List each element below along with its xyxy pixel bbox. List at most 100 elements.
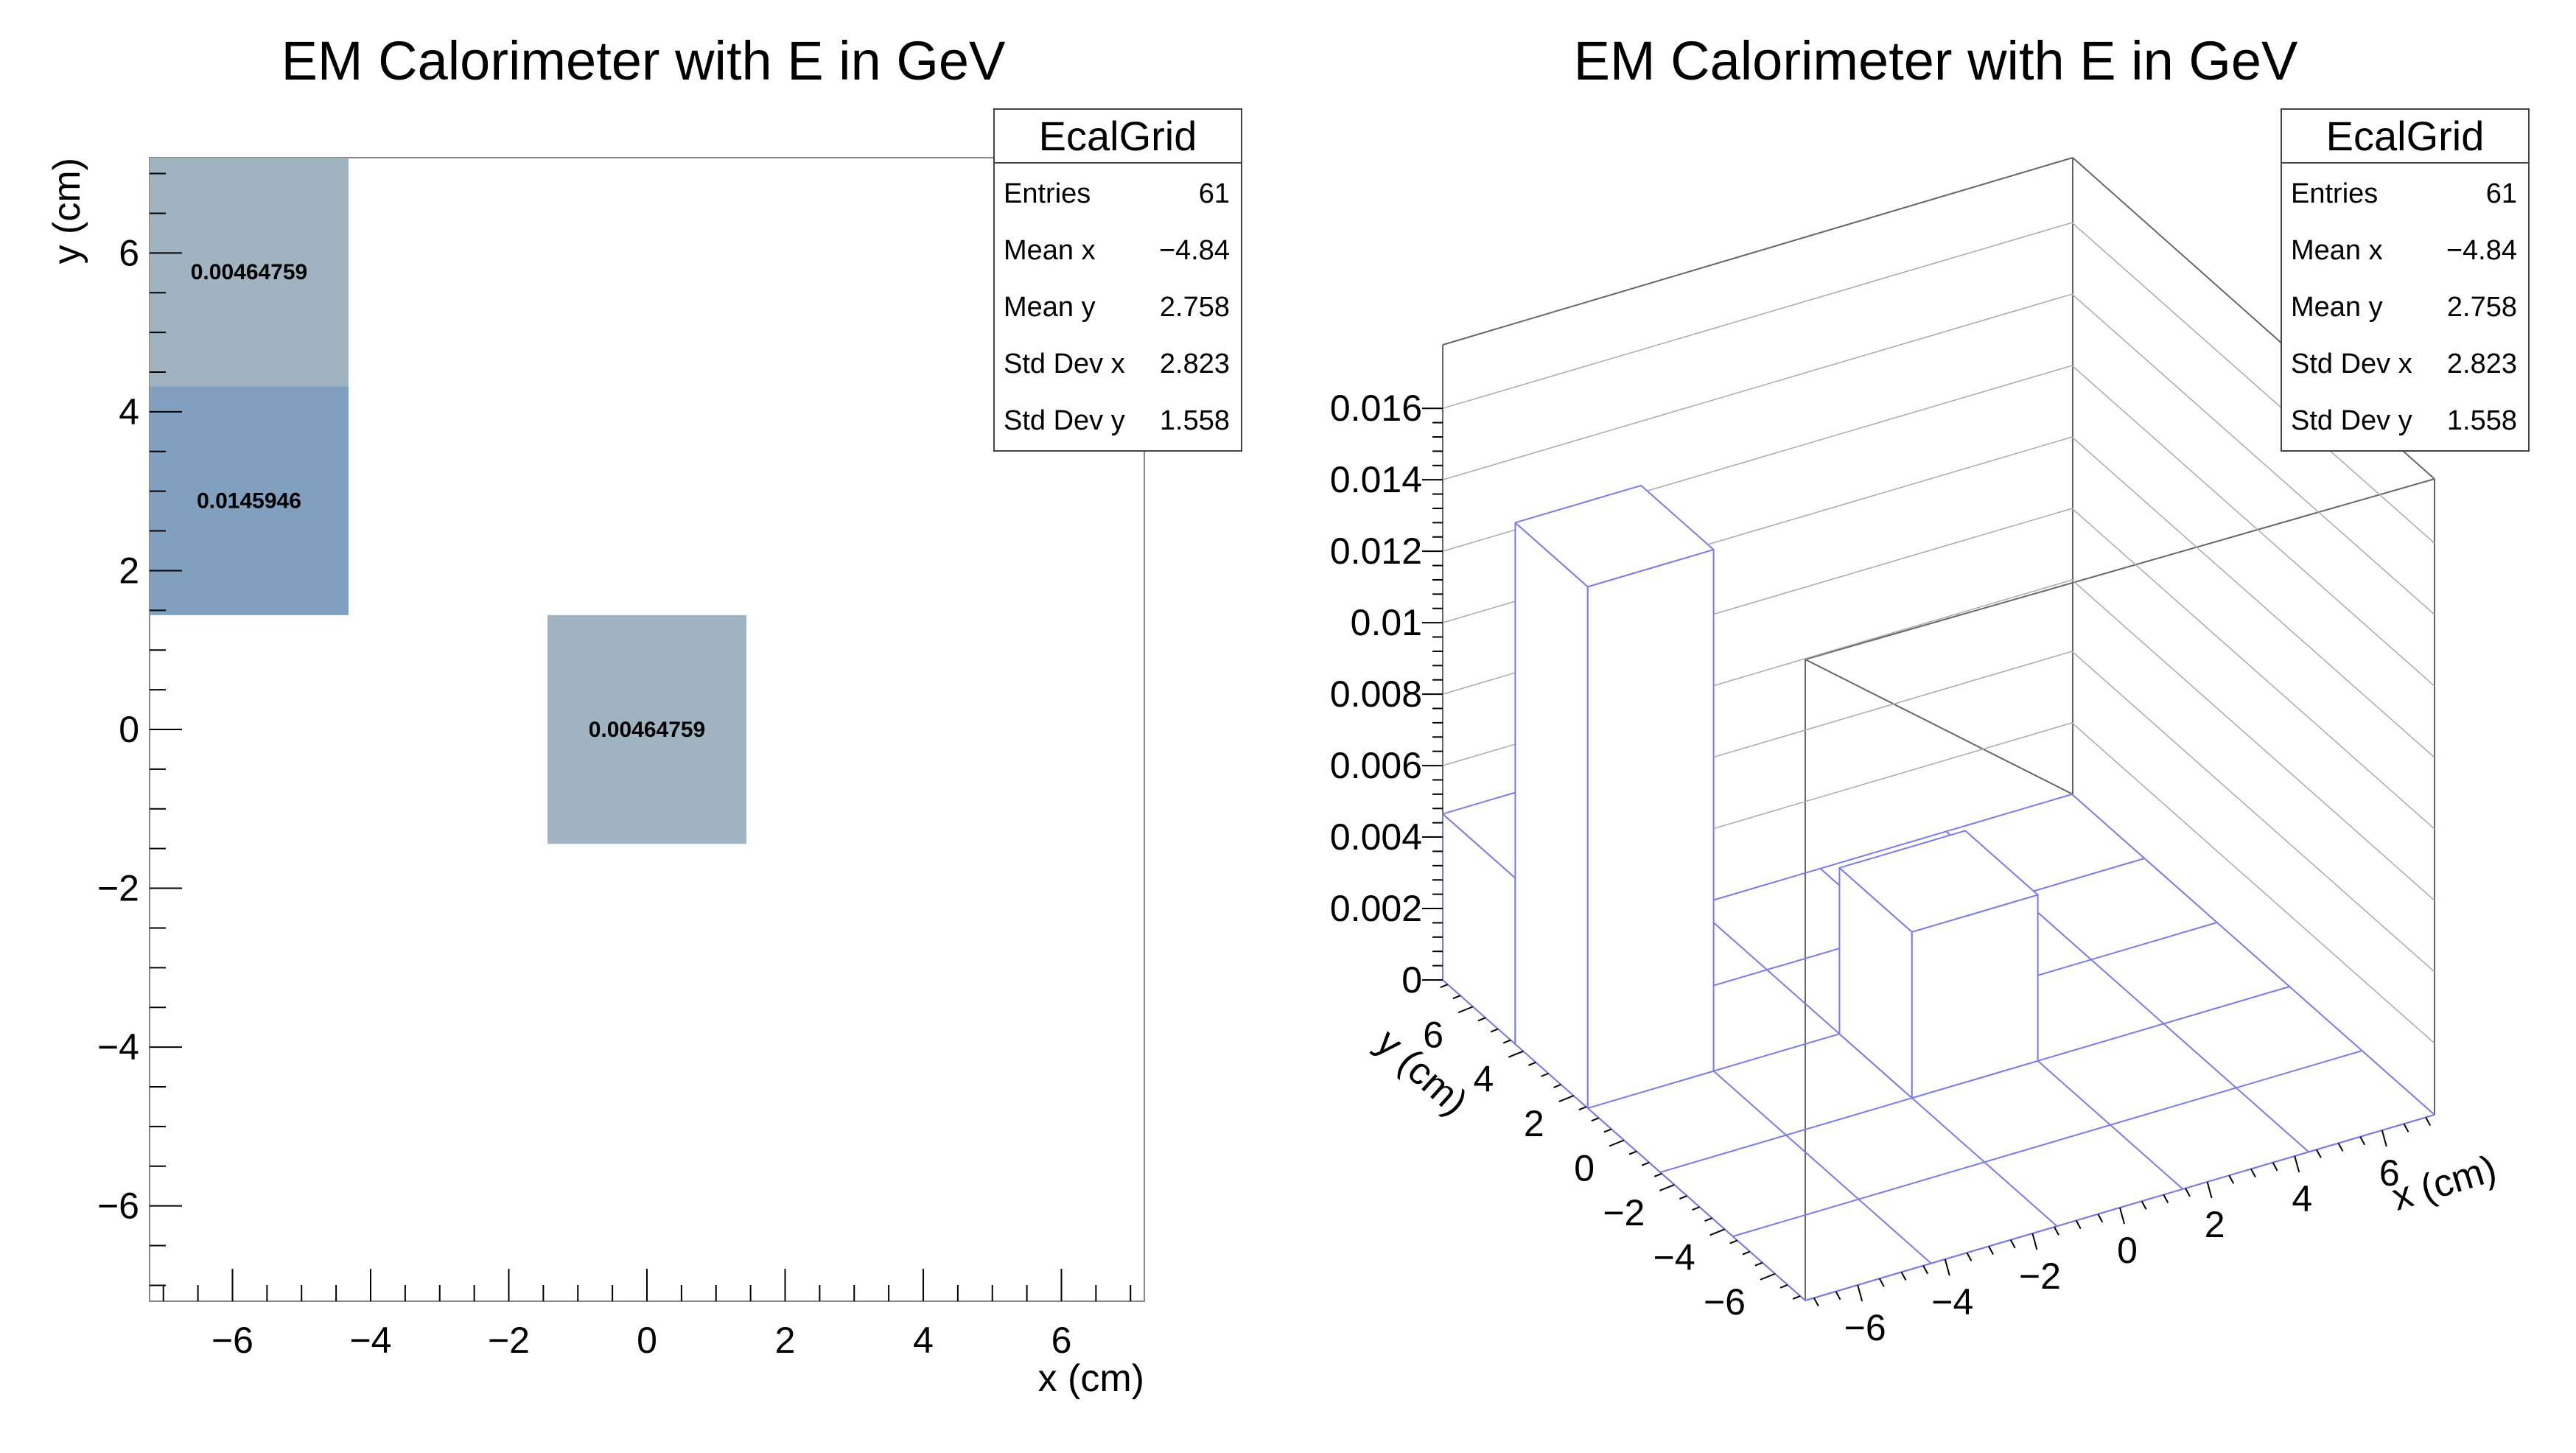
frame-front-hidden [1805,659,2073,795]
y-tick-mark [1591,1117,1600,1122]
left-stats-box: EcalGrid Entries 61 Mean x −4.84 Mean y 2.758… [993,108,1242,452]
x-tick-mark [2228,1174,2235,1184]
y-tick-mark [1578,1106,1587,1111]
y-tick-mark [1641,1161,1650,1166]
y-tick-mark [1609,1139,1625,1147]
right-chart-panel: EM Calorimeter with E in GeV 0 0.002 0.004… [1330,30,2530,1348]
back-wall-gridline [1442,293,2435,615]
x-tick-label: −4 [1931,1281,1973,1323]
y-tick-mark [1754,1261,1763,1267]
z-tick-label: 0.016 [1330,388,1422,429]
left-stats-title: EcalGrid [1039,113,1197,159]
z-tick-label: 0.006 [1330,745,1422,786]
left-stats-row-label: Mean y [1004,292,1096,323]
left-y-tick-label: −2 [97,868,139,909]
x-tick-mark [2185,1188,2191,1197]
y-tick-mark [1603,1128,1612,1133]
y-tick-mark [1704,1217,1712,1222]
y-tick-label: −6 [1704,1281,1746,1323]
y-tick-mark [1679,1195,1687,1200]
x-tick-mark [1966,1252,1973,1261]
x-tick-mark [1813,1298,1819,1306]
x-tick-mark [2206,1181,2213,1199]
right-stats-row-value: −4.84 [2446,235,2517,266]
right-y-axis-label: y (cm) [1368,1021,1475,1124]
right-stats-row-label: Mean x [2291,235,2383,266]
x-tick-mark [2163,1194,2169,1203]
left-x-tick-label: 2 [775,1320,796,1361]
left-y-tick-label: 6 [119,232,139,273]
y-tick-label: 6 [1423,1014,1443,1055]
y-tick-mark [1541,1072,1549,1077]
x-tick-mark [2250,1169,2256,1177]
left-y-tick-label: 4 [119,391,139,433]
x-tick-mark [2009,1239,2016,1249]
left-stats-row-label: Mean x [1004,235,1096,266]
y-tick-mark [1692,1206,1700,1211]
left-y-tick-label: −4 [97,1026,139,1068]
y-tick-mark [1457,1006,1474,1014]
y-tick-mark [1440,984,1449,988]
left-stats-row-value: 61 [1199,178,1230,209]
x-tick-mark [2403,1123,2409,1132]
z-tick-label: 0.01 [1351,602,1422,643]
y-tick-mark [1628,1150,1637,1155]
left-x-tick-label: −6 [211,1320,253,1361]
y-tick-mark [1508,1050,1524,1058]
y-tick-mark [1477,1017,1486,1022]
y-tick-mark [1528,1061,1536,1066]
x-tick-mark [2097,1214,2104,1223]
right-stats-row-value: 1.558 [2447,405,2517,436]
x-tick-mark [2315,1149,2322,1158]
x-tick-mark [2031,1233,2038,1250]
right-stats-frame [2281,108,2530,452]
y-tick-mark [1553,1084,1561,1088]
z-tick-label: 0.008 [1330,673,1422,715]
right-stats-row-label: Std Dev y [2291,405,2412,436]
right-stats-row-label: Std Dev x [2291,349,2412,379]
lego-bar-2 [1838,830,2039,1099]
x-tick-mark [2119,1207,2125,1225]
y-tick-mark [1653,1172,1662,1177]
x-tick-mark [2054,1226,2059,1236]
y-tick-mark [1760,1272,1776,1281]
lego-bar-front [1586,548,1715,1109]
z-tick-label: 0.004 [1330,816,1422,858]
z-tick-label: 0.012 [1330,531,1422,572]
y-tick-label: 2 [1524,1103,1544,1144]
z-tick-label: 0.002 [1330,888,1422,929]
x-tick-mark [1944,1258,1950,1276]
y-tick-mark [1709,1228,1726,1236]
map-cell-label-2: 0.00464759 [589,718,706,742]
map-cell-0 [150,158,349,387]
x-tick-mark [1900,1272,1907,1281]
y-tick-label: 0 [1574,1148,1595,1189]
y-tick-mark [1558,1095,1575,1103]
left-stats-row-label: Std Dev x [1004,349,1125,379]
left-y-tick-label: 0 [119,709,139,750]
x-tick-mark [1878,1278,1885,1287]
lego-bar-top [1838,830,2039,933]
map-cell-label-1: 0.0145946 [197,489,301,514]
z-tick-label: 0 [1401,959,1422,1001]
y-tick-mark [1792,1295,1801,1300]
y-tick-mark [1502,1039,1511,1044]
left-stats-row-value: 2.823 [1160,349,1230,379]
left-chart-panel: EM Calorimeter with E in GeV 0.00464759 0… [46,30,1242,1400]
y-tick-mark [1729,1239,1738,1244]
x-tick-mark [1922,1265,1929,1275]
map-cell-1 [150,386,349,615]
x-tick-mark [2337,1143,2344,1152]
left-x-tick-label: −4 [349,1320,391,1361]
right-stats-title: EcalGrid [2326,113,2485,159]
right-chart-title: EM Calorimeter with E in GeV [1574,30,2298,91]
z-tick-label: 0.014 [1330,459,1422,500]
y-tick-label: −4 [1653,1236,1695,1278]
right-stats-row-value: 61 [2486,178,2517,209]
map-cell-label-0: 0.00464759 [191,260,308,284]
left-y-axis-label: y (cm) [46,158,88,264]
x-tick-mark [2359,1136,2366,1146]
x-tick-label: 6 [2379,1152,2400,1194]
y-tick-label: 4 [1474,1059,1494,1100]
